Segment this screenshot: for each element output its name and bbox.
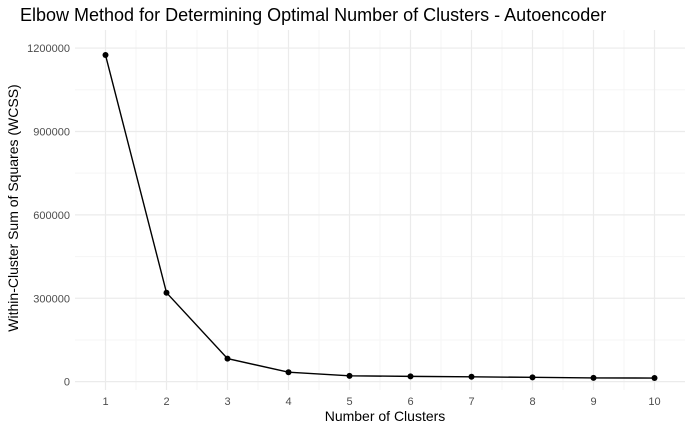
data-point xyxy=(529,374,536,381)
y-tick-label: 1200000 xyxy=(27,43,70,55)
series-line xyxy=(104,54,655,379)
data-point xyxy=(224,355,231,362)
y-tick-label: 600000 xyxy=(33,210,70,222)
data-point xyxy=(407,373,414,380)
y-tick-label: 0 xyxy=(64,377,70,389)
grid-lines xyxy=(75,30,685,390)
x-tick-label: 3 xyxy=(224,396,230,408)
data-point xyxy=(102,52,109,59)
x-tick-label: 4 xyxy=(285,396,291,408)
chart-title: Elbow Method for Determining Optimal Num… xyxy=(20,5,606,25)
data-point xyxy=(346,372,353,379)
x-tick-label: 6 xyxy=(407,396,413,408)
y-axis-label: Within-Cluster Sum of Squares (WCSS) xyxy=(5,84,21,331)
data-point xyxy=(651,375,658,382)
x-tick-labels: 1 2 3 4 5 6 7 8 9 10 xyxy=(102,396,660,408)
x-tick-label: 2 xyxy=(163,396,169,408)
x-tick-label: 8 xyxy=(529,396,535,408)
y-tick-labels: 0 300000 600000 900000 1200000 xyxy=(27,43,70,389)
y-tick-label: 900000 xyxy=(33,126,70,138)
x-tick-label: 1 xyxy=(102,396,108,408)
data-point xyxy=(468,373,475,380)
x-tick-label: 5 xyxy=(346,396,352,408)
x-axis-label: Number of Clusters xyxy=(325,408,446,424)
data-point xyxy=(285,369,292,376)
series-layer xyxy=(102,52,658,382)
x-tick-label: 7 xyxy=(468,396,474,408)
y-tick-label: 300000 xyxy=(33,293,70,305)
x-tick-label: 9 xyxy=(590,396,596,408)
data-point xyxy=(590,374,597,381)
data-point xyxy=(163,289,170,296)
x-tick-label: 10 xyxy=(648,396,660,408)
